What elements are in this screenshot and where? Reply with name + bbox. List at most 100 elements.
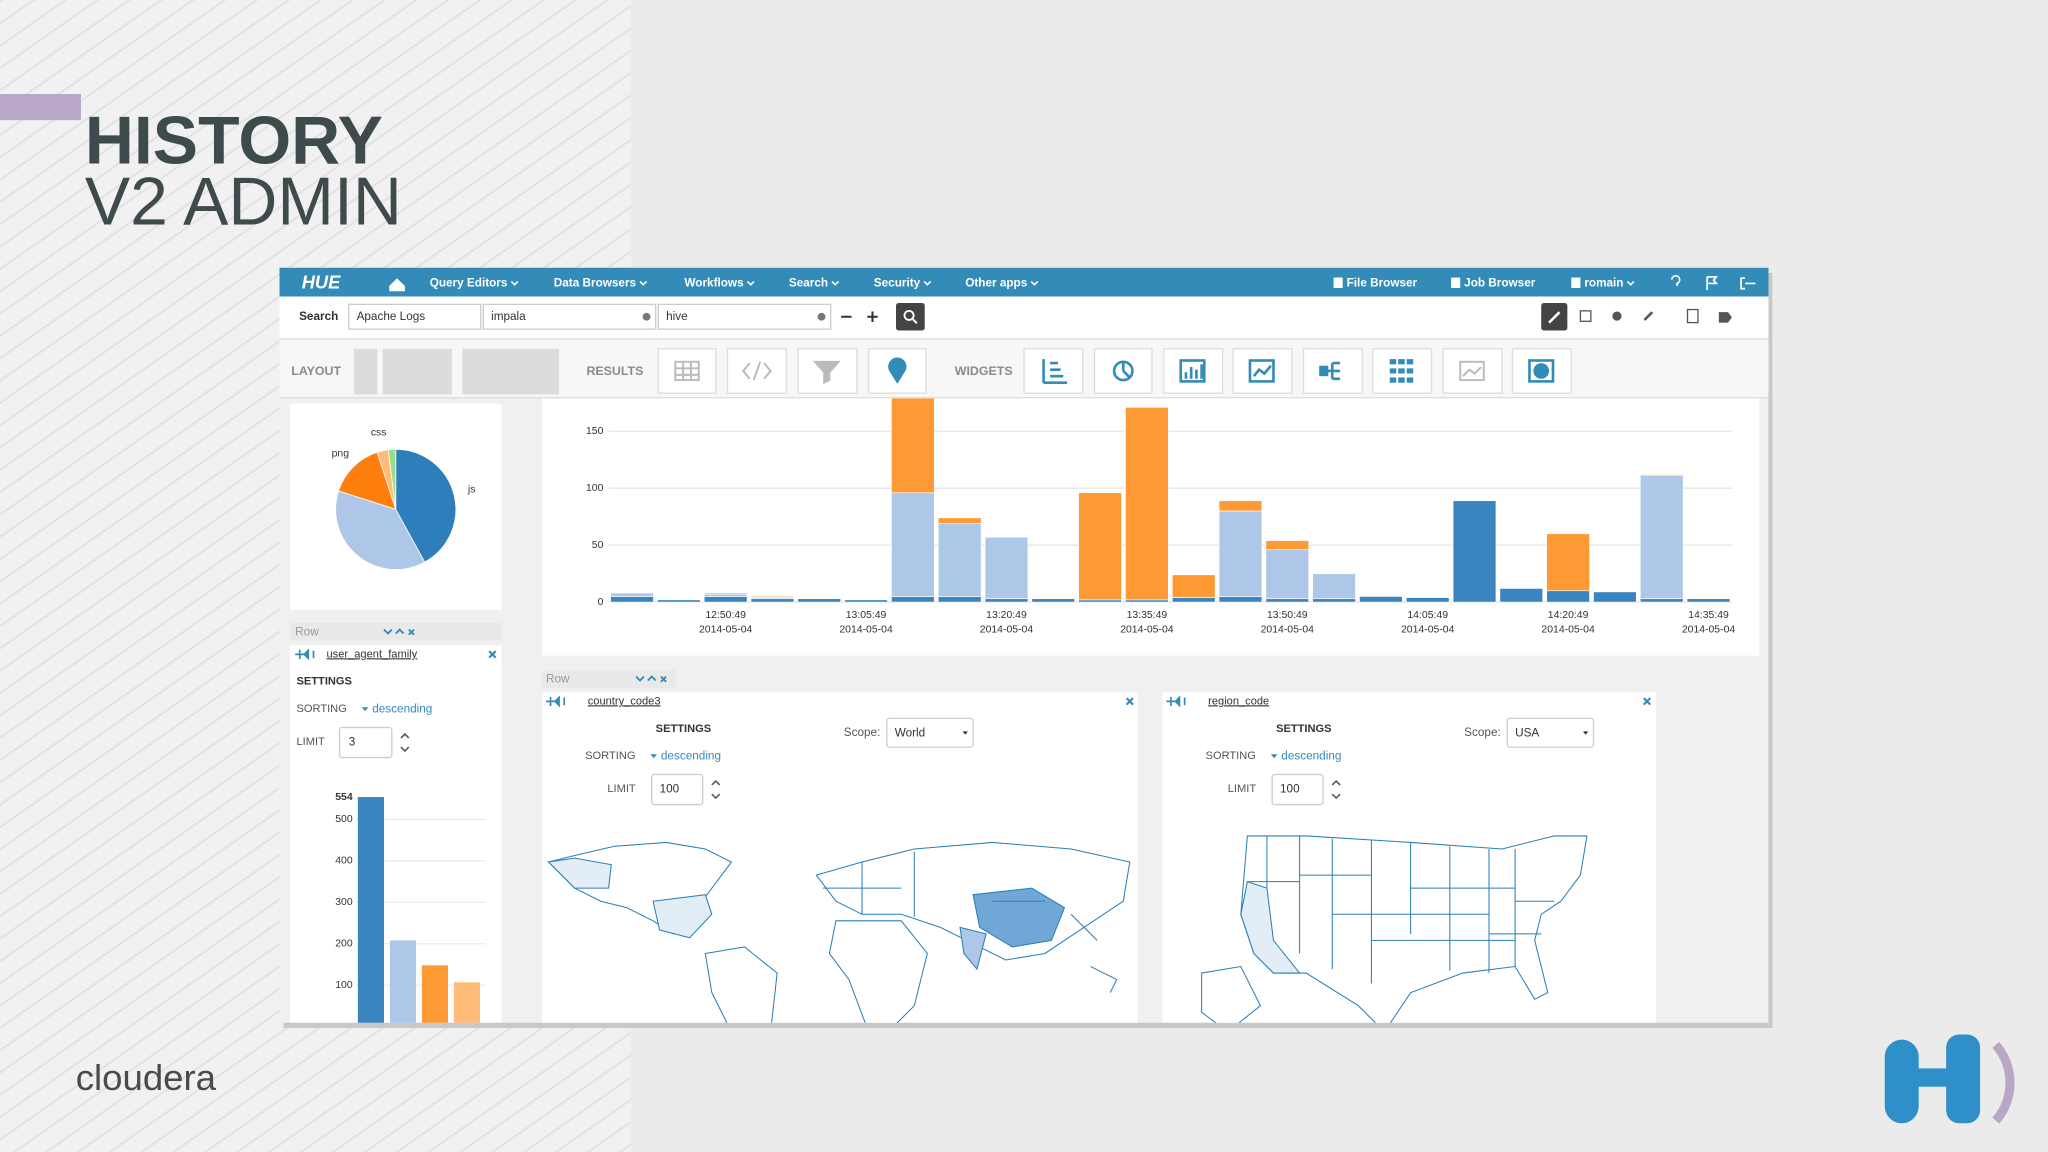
nav-icon [1333,277,1343,288]
y-tick-label: 0 [598,597,604,608]
nav-menu[interactable]: Security [874,277,921,290]
nav-menu[interactable]: Search [789,277,828,290]
nav-menu[interactable]: Workflows [684,277,744,290]
bar-segment [1405,597,1450,603]
bar-segment [1499,588,1544,603]
slide-subtitle: V2 ADMIN [85,165,402,240]
us-map [1201,835,1588,1023]
scope-label: Scope: [844,726,881,739]
bar-segment [1125,599,1169,603]
sorting-value[interactable]: descending [1281,749,1341,762]
facet-field: user_agent_family [327,648,418,660]
pie-slice [387,448,397,510]
sorting-label: SORTING [585,750,635,762]
nav-icon [1571,277,1581,288]
nav-menu[interactable]: Other apps [965,277,1027,290]
sorting-value[interactable]: descending [661,749,721,762]
y-tick-label: 50 [592,540,604,551]
limit-value[interactable]: 3 [349,736,356,749]
limit-input [651,773,704,806]
search-label: Search [299,310,338,323]
limit-input [1271,773,1324,806]
nav-menu[interactable]: Data Browsers [554,277,637,290]
bar-segment [984,598,1029,603]
toolbar-boxes [353,348,1572,395]
pie-label: js [467,485,476,496]
data-label: 554 [335,792,353,803]
bar-segment [703,596,748,603]
accent-bar [0,94,81,121]
row-controls [383,628,415,636]
x-tick-date: 2014-05-04 [1120,624,1174,635]
pie-slice [395,448,457,563]
bar-segment [1265,549,1310,600]
slide-title: HISTORY [85,103,383,178]
row-label: Row [295,625,319,638]
bar-segment [1686,598,1731,603]
chevron [923,280,932,286]
bar-segment [1171,597,1216,603]
toolbar-section: LAYOUT [291,364,341,378]
nav-link[interactable]: romain [1584,277,1623,290]
x-tick-label: 13:20:49 [986,610,1027,621]
scope-value[interactable]: World [895,726,925,739]
sort-caret [1270,754,1278,759]
search-field[interactable]: impala [491,310,526,323]
chevron [1030,280,1039,286]
sorting-label: SORTING [1206,750,1256,762]
x-tick-label: 14:05:49 [1407,610,1448,621]
spinner [711,779,721,800]
bar-segment [1639,598,1684,603]
bar-segment [1078,599,1122,603]
close-icon [1125,697,1134,706]
select-caret [962,731,968,735]
bar-segment [703,592,748,595]
nav-link[interactable]: Job Browser [1464,277,1536,290]
nav-menu[interactable]: Query Editors [430,277,508,290]
bar-segment [1218,500,1263,512]
collection[interactable]: Apache Logs [357,310,426,323]
select-caret [1583,731,1589,735]
limit-input [338,726,393,759]
facet-field: country_code3 [588,695,661,707]
search-field[interactable]: hive [666,310,688,323]
y-tick-label: 300 [335,897,353,908]
bar-segment [937,517,982,524]
bar-segment [1312,573,1356,600]
drag-handle [1166,695,1186,708]
chevron [746,280,755,286]
toolbar-section: WIDGETS [955,364,1013,378]
x-tick-date: 2014-05-04 [1682,624,1736,635]
y-tick-label: 100 [586,483,604,494]
bar [389,940,416,1023]
bar [357,797,384,1023]
bar-segment [1359,596,1403,603]
x-tick-label: 13:35:49 [1127,610,1168,621]
bar-segment [1265,598,1310,603]
bar-segment [937,523,982,597]
x-tick-label: 14:35:49 [1688,610,1729,621]
limit-value[interactable]: 100 [1280,783,1300,796]
y-tick-label: 150 [586,426,604,437]
x-tick-label: 13:50:49 [1267,610,1308,621]
bar-segment [1125,406,1169,601]
y-tick-label: 100 [335,980,353,991]
nav-link[interactable]: File Browser [1347,277,1418,290]
row-controls [635,675,667,683]
facet-field: region_code [1208,695,1269,707]
scope-value[interactable]: USA [1515,726,1539,739]
y-tick-label: 400 [335,856,353,867]
drag-handle [545,695,566,708]
chevron [1626,280,1635,286]
logo[interactable]: HUE [302,271,341,292]
bar-segment [1078,492,1122,601]
scope-label: Scope: [1464,726,1501,739]
sorting-value[interactable]: descending [372,702,432,715]
limit-label: LIMIT [296,736,325,748]
x-tick-label: 12:50:49 [705,610,746,621]
brand: cloudera [76,1057,217,1098]
toolbar-section: RESULTS [586,364,643,378]
limit-value[interactable]: 100 [660,783,680,796]
x-tick-label: 13:05:49 [846,610,887,621]
